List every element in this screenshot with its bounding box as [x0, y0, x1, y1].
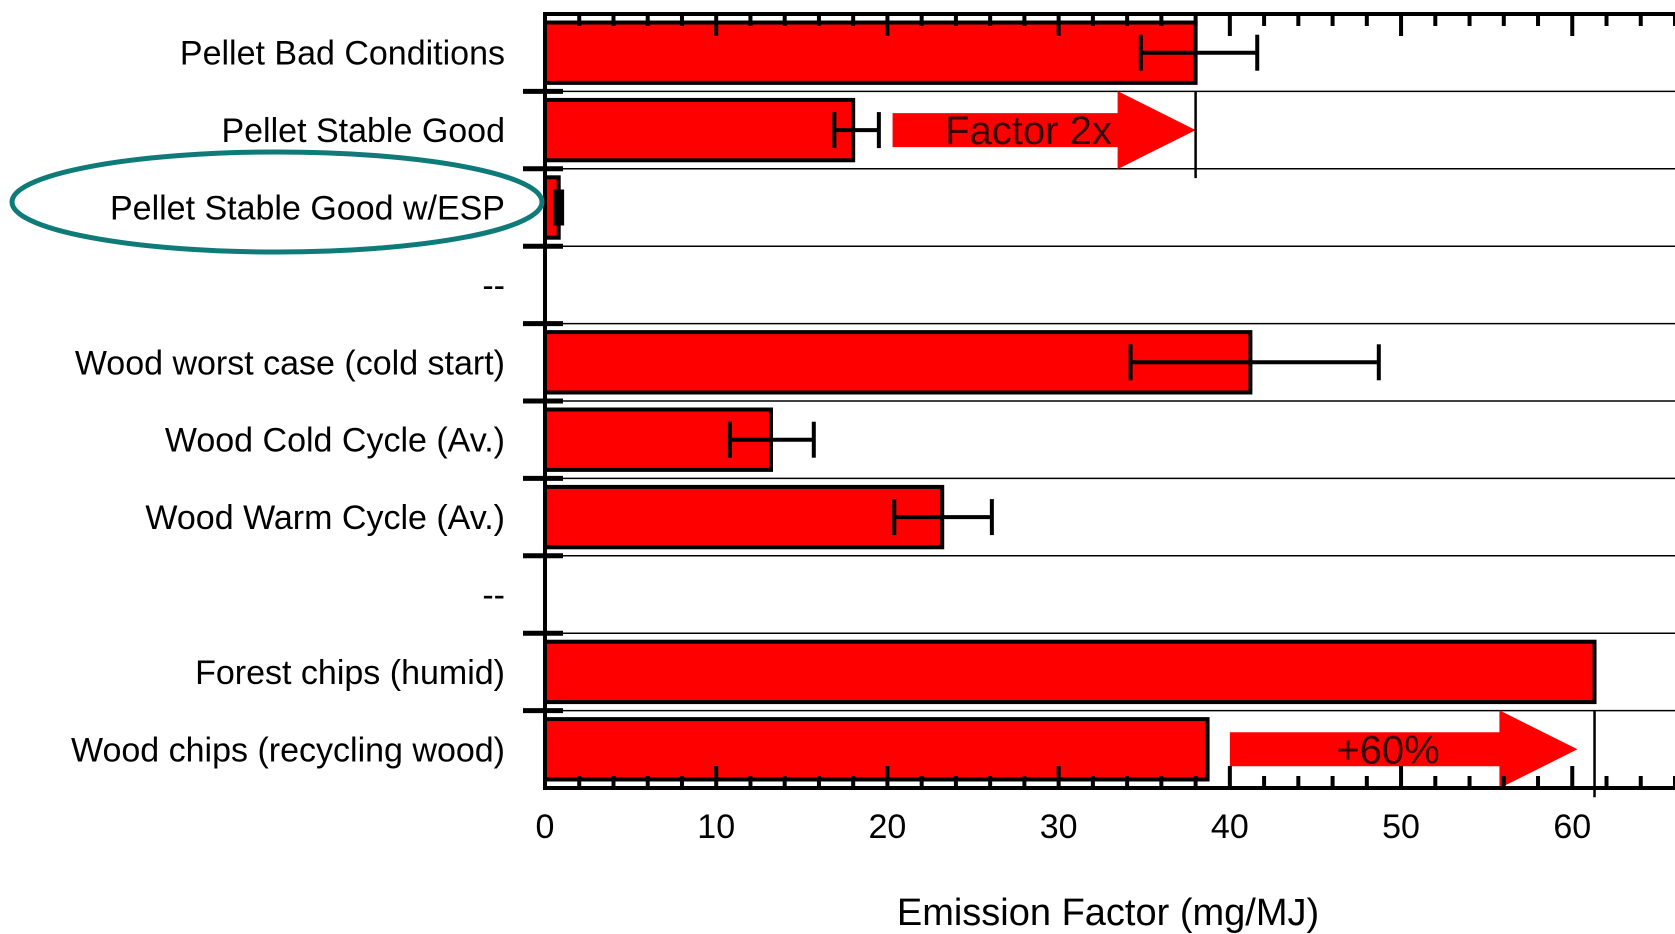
category-label: Pellet Bad Conditions [180, 35, 505, 73]
annotation-text: +60% [1336, 728, 1439, 772]
category-label: Wood chips (recycling wood) [71, 731, 505, 769]
category-labels: Pellet Bad Conditions Pellet Stable Good P… [71, 35, 505, 770]
x-tick-label: 10 [697, 808, 735, 846]
bars [543, 20, 1597, 782]
grid-lines [545, 90, 1675, 712]
category-label: -- [482, 577, 505, 615]
tick-labels: 0 10 20 30 40 50 60 [536, 808, 1592, 846]
bar [543, 20, 1198, 85]
highlight-ellipse [9, 149, 545, 255]
category-label: Pellet Stable Good [221, 112, 505, 150]
x-tick-label: 40 [1211, 808, 1249, 846]
x-tick-label: 20 [869, 808, 907, 846]
x-tick-label: 60 [1553, 808, 1591, 846]
annotation-text: Factor 2x [945, 109, 1112, 153]
bar [543, 639, 1597, 705]
category-label: Wood Warm Cycle (Av.) [145, 499, 505, 537]
x-tick-label: 50 [1382, 808, 1420, 846]
x-tick-label: 0 [536, 808, 555, 846]
bar [543, 97, 856, 163]
category-label: Forest chips (humid) [195, 654, 505, 692]
annotation-arrow [1229, 710, 1578, 789]
bar [543, 717, 1210, 782]
category-label: Wood Cold Cycle (Av.) [165, 422, 505, 460]
category-label: Wood worst case (cold start) [75, 344, 505, 382]
axes [523, 12, 1675, 790]
x-axis-title: Emission Factor (mg/MJ) [897, 892, 1319, 934]
annotations: Factor 2x +60% [892, 91, 1596, 798]
category-label: Pellet Stable Good w/ESP [110, 190, 505, 228]
x-tick-label: 30 [1040, 808, 1078, 846]
bar [543, 484, 945, 550]
category-label: -- [482, 267, 505, 305]
annotation-arrow [892, 91, 1196, 170]
